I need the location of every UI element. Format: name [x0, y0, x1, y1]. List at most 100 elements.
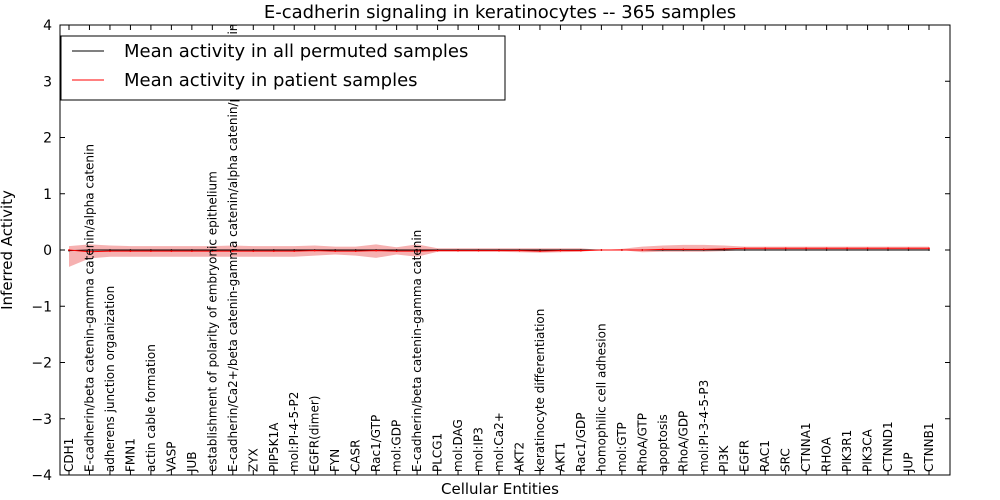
y-tick-label: 1 — [43, 187, 52, 203]
series-1-point — [702, 248, 705, 251]
y-tick-label: −3 — [31, 412, 52, 428]
series-0-point — [866, 249, 869, 251]
y-tick-label: 3 — [43, 74, 52, 90]
plot-frame — [59, 24, 951, 476]
y-ticks: −4 −3 −2 −1 0 1 2 3 4 — [31, 18, 950, 484]
series-1-point — [170, 250, 173, 253]
x-category-label: RhoA/GTP — [635, 413, 649, 472]
series-1-point — [436, 249, 439, 252]
y-axis-title: Inferred Activity — [0, 190, 16, 310]
x-category-label: PIK3R1 — [840, 430, 854, 472]
series-1-point — [907, 247, 910, 250]
y-tick-label: 0 — [43, 243, 52, 259]
entity-labels: CDH1 E-cadherin/beta catenin-gamma cateni… — [62, 24, 936, 473]
series-1-point — [129, 250, 132, 253]
series-0-point — [887, 249, 889, 251]
x-category-label: Rac1/GDP — [574, 413, 588, 472]
series-0-point — [88, 249, 91, 251]
x-category-label: EGFR(dimer) — [308, 396, 322, 472]
series-0-point — [928, 249, 930, 251]
series-1-point — [846, 247, 848, 250]
series-1-point — [580, 249, 582, 252]
x-category-label: homophilic cell adhesion — [594, 323, 608, 472]
series-1-point — [825, 247, 828, 250]
x-category-label: mol:PI-4-5-P2 — [287, 392, 301, 472]
y-tick-label: 4 — [43, 18, 52, 34]
chart-title: E-cadherin signaling in keratinocytes --… — [264, 2, 736, 23]
x-category-label: mol:Ca2+ — [492, 412, 506, 472]
series-1-point — [600, 249, 603, 251]
series-1-point — [375, 249, 377, 252]
x-category-label: RHOA — [820, 436, 834, 472]
x-category-label: FMN1 — [123, 438, 137, 472]
series-1-point — [723, 248, 726, 250]
series-1-point — [334, 250, 337, 253]
x-category-label: CDH1 — [62, 438, 76, 472]
series-1-point — [928, 247, 930, 250]
series-1-point — [150, 250, 152, 253]
series-1-point — [293, 250, 296, 253]
series-1-point — [498, 249, 500, 252]
legend-label-permuted: Mean activity in all permuted samples — [124, 41, 468, 62]
x-category-label: actin cable formation — [144, 344, 158, 472]
series-1-point — [231, 250, 234, 253]
x-category-label: AKT2 — [513, 442, 527, 472]
x-category-label: E-cadherin/beta catenin-gamma catenin — [410, 230, 424, 472]
x-category-label: JUB — [185, 451, 199, 473]
series-1-point — [68, 249, 70, 251]
series-1-point — [743, 247, 746, 250]
series-1-point — [252, 250, 255, 253]
x-category-label: CTNNB1 — [922, 422, 936, 472]
y-tick-label: 2 — [43, 131, 52, 147]
series-1-point — [784, 247, 787, 250]
x-category-label: JUP — [902, 452, 916, 473]
series-1-point — [866, 247, 869, 250]
x-category-label: CASR — [349, 439, 363, 472]
legend-box — [60, 35, 506, 101]
series-1-point — [457, 249, 459, 252]
x-category-label: mol:IP3 — [472, 427, 486, 472]
x-category-label: EGFR — [738, 440, 752, 472]
series-1-point — [641, 249, 644, 251]
x-category-label: PI3K — [717, 445, 731, 472]
series-0-point — [784, 249, 787, 251]
y-tick-label: −1 — [31, 299, 52, 315]
series-1-point — [682, 248, 685, 251]
x-category-label: RAC1 — [758, 440, 772, 472]
series-0-point — [764, 249, 767, 251]
x-category-label: E-cadherin/beta catenin-gamma catenin/al… — [83, 144, 97, 472]
x-category-label: PIP5K1A — [267, 422, 281, 472]
x-category-label: CTNNA1 — [799, 422, 813, 472]
series-1-point — [313, 249, 316, 252]
x-category-label: RhoA/GDP — [676, 411, 690, 472]
series-layer — [68, 247, 930, 253]
series-1-point — [416, 250, 418, 253]
x-category-label: SRC — [779, 448, 793, 472]
series-0-point — [846, 249, 848, 251]
series-1-point — [109, 250, 111, 253]
legend-label-patient: Mean activity in patient samples — [124, 70, 418, 91]
series-0-point — [805, 249, 807, 251]
x-category-label: mol:GDP — [390, 420, 404, 472]
series-0-point — [825, 249, 828, 251]
x-category-label: adherens junction organization — [103, 286, 117, 472]
series-1-point — [805, 247, 807, 250]
series-1-point — [621, 249, 623, 251]
series-0-point — [743, 249, 746, 251]
x-category-label: AKT1 — [553, 442, 567, 472]
x-category-label: E-cadherin/Ca2+/beta catenin-gamma caten… — [226, 24, 240, 472]
series-1-point — [191, 250, 193, 253]
x-category-label: mol:DAG — [451, 419, 465, 472]
series-1-point — [354, 250, 357, 253]
series-1-point — [887, 247, 889, 250]
x-category-label: PIK3CA — [861, 428, 875, 472]
x-category-label: ZYX — [246, 448, 260, 472]
x-category-label: CTNND1 — [881, 421, 895, 472]
y-tick-label: −4 — [31, 468, 52, 484]
x-category-label: PLCG1 — [431, 433, 445, 472]
series-1-point — [559, 249, 562, 252]
series-1-point — [661, 248, 664, 251]
series-0-point — [907, 249, 910, 251]
legend: Mean activity in all permuted samples Me… — [60, 35, 506, 101]
